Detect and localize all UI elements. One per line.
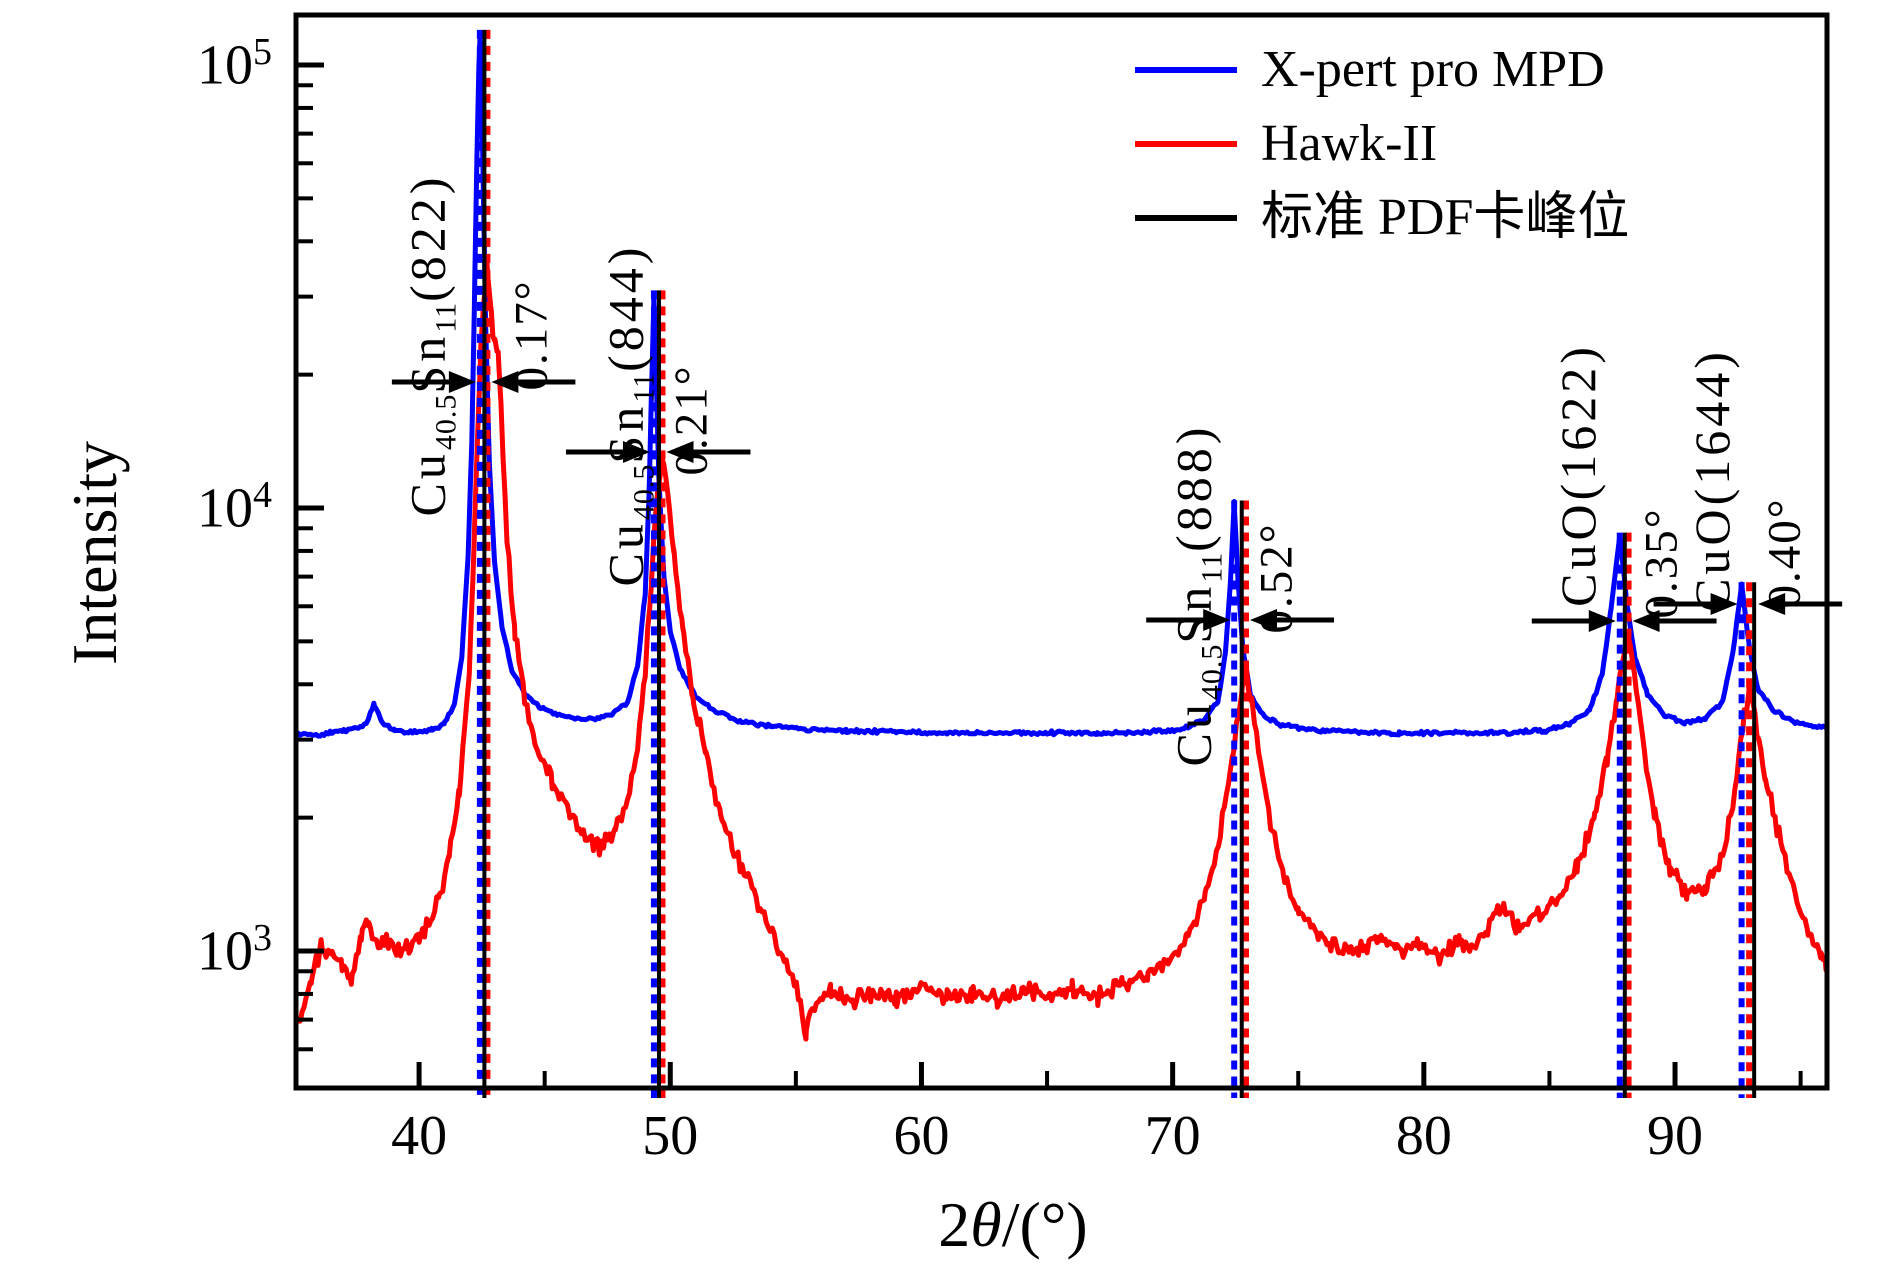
peak-label-part: Cu xyxy=(597,520,654,587)
peak-3-left-arrow-head xyxy=(1203,609,1231,631)
peak-1-right-arrow-head xyxy=(491,371,519,393)
peak-4-offset-label: 0.35° xyxy=(1635,507,1688,619)
x-axis-title-part: θ xyxy=(970,1189,1002,1260)
x-tick-label-80: 80 xyxy=(1395,1105,1452,1167)
x-axis-title: 2θ/(°) xyxy=(938,1193,1087,1257)
legend-row-1: X-pert pro MPD xyxy=(1135,44,1629,96)
peak-label-part: Cu xyxy=(399,450,456,517)
x-tick-label-60: 60 xyxy=(893,1105,950,1167)
blue-curve xyxy=(293,37,1829,739)
peak-label-part: (844) xyxy=(597,243,654,372)
peak-4-phase-label: CuO(1622) xyxy=(1550,343,1606,607)
peak-label-part: Sn xyxy=(597,402,654,464)
peak-1-offset-label: 0.17° xyxy=(505,279,558,391)
y-tick-label-1e4: 104 xyxy=(197,474,272,540)
legend-line-swatch xyxy=(1135,141,1237,147)
peak-label-part: 40.5 xyxy=(1195,643,1229,701)
x-tick-label-70: 70 xyxy=(1144,1105,1201,1167)
peak-label-part: 11 xyxy=(1195,551,1229,583)
y-tick-label-1e5: 105 xyxy=(197,31,272,97)
legend: X-pert pro MPD Hawk-II 标准 PDF卡峰位 xyxy=(1135,44,1629,244)
peak-label-part: 11 xyxy=(627,371,661,403)
peak-label-part: 40.5 xyxy=(429,393,463,451)
peak-label-part: CuO(1622) xyxy=(1550,343,1606,607)
x-axis-title-part: 2 xyxy=(938,1189,971,1260)
peak-label-part: 40.5 xyxy=(627,463,661,521)
peak-label-part: Cu xyxy=(1165,700,1222,767)
legend-line-swatch xyxy=(1135,215,1237,221)
peak-label-part: (822) xyxy=(399,173,456,302)
peak-2-left-arrow-head xyxy=(622,441,650,463)
peak-1-phase-label: Cu40.5Sn11(822) xyxy=(399,173,463,517)
y-axis-title: Intensity xyxy=(59,441,130,665)
red-curve xyxy=(293,256,1829,1042)
peak-4-right-arrow-head xyxy=(1632,610,1660,632)
peak-2-offset-label: 0.21° xyxy=(665,364,718,476)
peak-label-part: Sn xyxy=(1165,582,1222,644)
peak-2-phase-label: Cu40.5Sn11(844) xyxy=(597,243,661,587)
plot-border xyxy=(293,12,1830,1091)
peak-5-left-arrow-head xyxy=(1710,593,1738,615)
legend-row-2: Hawk-II xyxy=(1135,118,1629,170)
peak-label-part: 11 xyxy=(429,301,463,333)
peak-2-right-arrow-head xyxy=(666,441,694,463)
peak-3-offset-label: 0.52° xyxy=(1250,522,1303,634)
peak-3-right-arrow-head xyxy=(1249,609,1277,631)
peak-label-part: Sn xyxy=(399,332,456,394)
legend-line-swatch xyxy=(1135,67,1237,73)
legend-label: X-pert pro MPD xyxy=(1261,41,1605,98)
legend-label: Hawk-II xyxy=(1261,115,1438,172)
legend-label: 标准 PDF卡峰位 xyxy=(1261,189,1630,246)
y-tick-label-1e3: 103 xyxy=(197,917,272,983)
peak-3-phase-label: Cu40.5Sn11(888) xyxy=(1165,423,1229,767)
peak-label-part: CuO(1644) xyxy=(1684,348,1740,612)
x-tick-label-50: 50 xyxy=(642,1105,699,1167)
legend-row-3: 标准 PDF卡峰位 xyxy=(1135,192,1629,244)
x-tick-label-40: 40 xyxy=(391,1105,448,1167)
x-tick-label-90: 90 xyxy=(1647,1105,1704,1167)
peak-1-left-arrow-head xyxy=(448,371,476,393)
x-axis-title-part: /(°) xyxy=(1001,1189,1088,1260)
peak-label-part: (888) xyxy=(1165,423,1222,552)
peak-5-offset-label: 0.40° xyxy=(1758,497,1811,609)
peak-5-phase-label: CuO(1644) xyxy=(1684,348,1740,612)
peak-5-right-arrow-head xyxy=(1758,593,1786,615)
peak-4-left-arrow-head xyxy=(1588,610,1616,632)
